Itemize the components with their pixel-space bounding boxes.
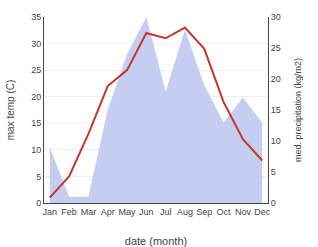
svg-text:max temp (C): max temp (C) xyxy=(5,80,16,141)
svg-text:Apr: Apr xyxy=(101,207,115,217)
svg-text:Sep: Sep xyxy=(196,207,212,217)
svg-text:30: 30 xyxy=(271,12,281,22)
svg-text:35: 35 xyxy=(31,12,41,22)
svg-text:20: 20 xyxy=(271,74,281,84)
svg-text:15: 15 xyxy=(31,118,41,128)
svg-text:Feb: Feb xyxy=(61,207,77,217)
svg-text:Aug: Aug xyxy=(177,207,193,217)
svg-text:0: 0 xyxy=(271,198,276,208)
svg-text:15: 15 xyxy=(271,105,281,115)
svg-text:25: 25 xyxy=(31,65,41,75)
svg-text:Dec: Dec xyxy=(254,207,271,217)
svg-text:5: 5 xyxy=(271,167,276,177)
svg-text:Jun: Jun xyxy=(139,207,154,217)
svg-text:Oct: Oct xyxy=(217,207,232,217)
svg-text:May: May xyxy=(119,207,137,217)
svg-text:Mar: Mar xyxy=(81,207,97,217)
svg-text:20: 20 xyxy=(31,92,41,102)
svg-text:Nov: Nov xyxy=(235,207,252,217)
svg-text:med. precipitation (kg/m2): med. precipitation (kg/m2) xyxy=(293,58,303,162)
svg-text:5: 5 xyxy=(36,172,41,182)
svg-text:0: 0 xyxy=(36,198,41,208)
svg-text:10: 10 xyxy=(31,145,41,155)
svg-text:Jul: Jul xyxy=(160,207,172,217)
svg-text:Jan: Jan xyxy=(43,207,58,217)
svg-text:date (month): date (month) xyxy=(125,235,187,247)
svg-text:25: 25 xyxy=(271,43,281,53)
svg-text:10: 10 xyxy=(271,136,281,146)
svg-text:30: 30 xyxy=(31,39,41,49)
